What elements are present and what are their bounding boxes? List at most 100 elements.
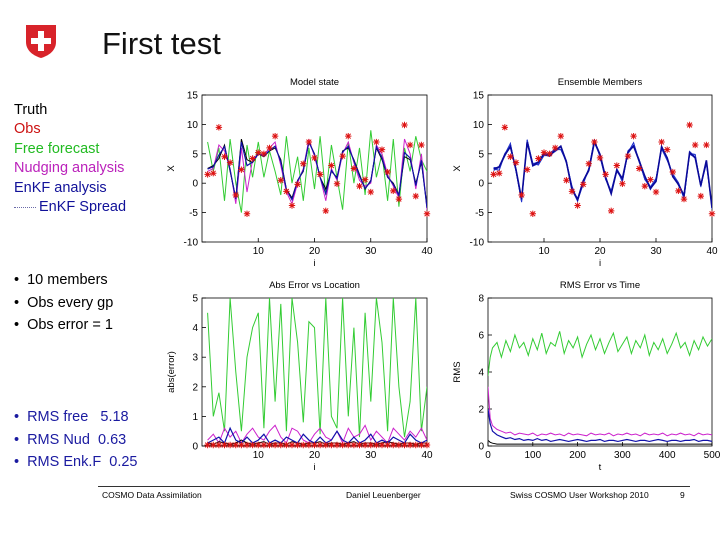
baseline-marker <box>311 441 318 449</box>
x-tick-label: 100 <box>524 450 541 461</box>
obs-marker <box>288 202 296 209</box>
obs-marker <box>658 138 665 146</box>
baseline-marker <box>367 441 374 449</box>
x-tick-label: 400 <box>659 450 676 461</box>
obs-marker <box>260 150 268 157</box>
series-line-truth <box>488 440 712 445</box>
y-tick-label: 0 <box>192 179 198 190</box>
obs-marker <box>294 181 301 188</box>
obs-marker <box>624 152 632 160</box>
obs-marker <box>490 171 497 178</box>
baseline-marker <box>238 441 245 449</box>
footer-left: COSMO Data Assimilation <box>102 490 202 500</box>
obs-marker <box>675 187 682 195</box>
y-tick-label: -5 <box>189 208 198 219</box>
x-tick-label: 30 <box>365 450 377 461</box>
baseline-marker <box>271 441 279 449</box>
x-axis-label: i <box>313 462 315 473</box>
swiss-flag-logo <box>26 25 56 58</box>
chart-title: Model state <box>290 77 339 88</box>
obs-marker <box>602 171 609 178</box>
obs-marker <box>680 195 688 203</box>
y-axis-label: X <box>166 165 177 172</box>
baseline-marker <box>288 441 296 449</box>
chart-frame <box>201 94 428 243</box>
obs-marker <box>636 165 643 172</box>
x-tick-label: 300 <box>614 450 631 461</box>
y-tick-label: 8 <box>478 294 484 305</box>
chart-0: Model state 15 10 5 0 -5 -10 10 20 30 40 i X <box>166 77 433 269</box>
obs-marker <box>271 132 279 140</box>
x-tick-label: 10 <box>253 450 265 461</box>
baseline-marker <box>221 441 228 449</box>
y-tick-label: 0 <box>478 442 484 453</box>
footer-right: Swiss COSMO User Workshop 2010 <box>510 490 649 500</box>
obs-marker <box>300 160 307 167</box>
x-tick-label: 40 <box>421 246 433 257</box>
obs-marker <box>328 162 335 169</box>
obs-marker <box>652 188 660 196</box>
y-tick-label: 10 <box>187 120 199 131</box>
baseline-marker <box>406 441 414 449</box>
obs-marker <box>697 192 704 200</box>
baseline-marker <box>215 441 223 449</box>
legend: Truth Obs Free forecast Nudging analysis… <box>14 101 126 217</box>
obs-marker <box>215 124 223 131</box>
obs-marker <box>524 166 531 173</box>
y-tick-label: 0 <box>478 179 484 190</box>
obs-marker <box>535 155 542 162</box>
series-line-truth <box>207 439 427 446</box>
x-tick-label: 20 <box>594 246 606 257</box>
baseline-marker <box>333 441 341 449</box>
obs-marker <box>630 132 637 140</box>
chart-title: Abs Error vs Location <box>269 280 360 291</box>
baseline-marker <box>316 441 324 449</box>
chart-1: Ensemble Members 15 10 5 0 -5 -10 10 20 30 40 i X <box>452 77 718 269</box>
baseline-marker <box>345 441 352 449</box>
x-tick-label: 20 <box>309 246 321 257</box>
legend-truth: Truth <box>14 102 48 118</box>
chart-frame <box>201 297 428 447</box>
obs-marker <box>580 181 587 188</box>
legend-nudging-analysis: Nudging analysis <box>14 160 125 177</box>
baseline-marker <box>277 441 284 449</box>
obs-marker <box>529 210 536 217</box>
y-tick-label: 15 <box>473 91 485 102</box>
baseline-marker <box>232 441 239 449</box>
y-tick-label: -5 <box>475 208 484 219</box>
baseline-marker <box>384 441 391 449</box>
y-tick-label: 5 <box>192 294 198 305</box>
series-line-enkf-analysis <box>207 426 427 445</box>
bullet-members: 10 members <box>14 269 113 292</box>
obs-marker <box>540 149 548 156</box>
x-tick-label: 40 <box>421 450 433 461</box>
baseline-marker <box>283 441 290 449</box>
obs-marker <box>507 153 514 160</box>
obs-marker <box>373 138 380 146</box>
x-tick-label: 20 <box>309 450 321 461</box>
slide-title: First test <box>102 26 221 61</box>
baseline-marker <box>378 441 386 449</box>
chart-lines <box>488 331 712 445</box>
y-axis-label: abs(error) <box>166 351 177 393</box>
x-axis-label: i <box>599 258 601 269</box>
obs-marker <box>568 188 576 195</box>
obs-marker <box>423 210 431 217</box>
chart-frame <box>487 94 713 243</box>
baseline-marker <box>390 441 397 449</box>
obs-marker <box>608 207 615 215</box>
chart-title: Ensemble Members <box>558 77 643 88</box>
ensemble-mean-line <box>493 139 712 208</box>
obs-marker <box>384 168 391 176</box>
obs-marker <box>401 121 408 129</box>
obs-marker <box>501 124 508 131</box>
baseline-marker <box>226 441 234 449</box>
series-line-nudging-analysis <box>207 424 427 445</box>
bullet-rms-free: RMS free 5.18 <box>14 406 137 429</box>
obs-marker <box>647 176 654 183</box>
obs-marker <box>305 138 313 146</box>
obs-marker <box>210 170 217 177</box>
baseline-marker <box>210 441 217 449</box>
